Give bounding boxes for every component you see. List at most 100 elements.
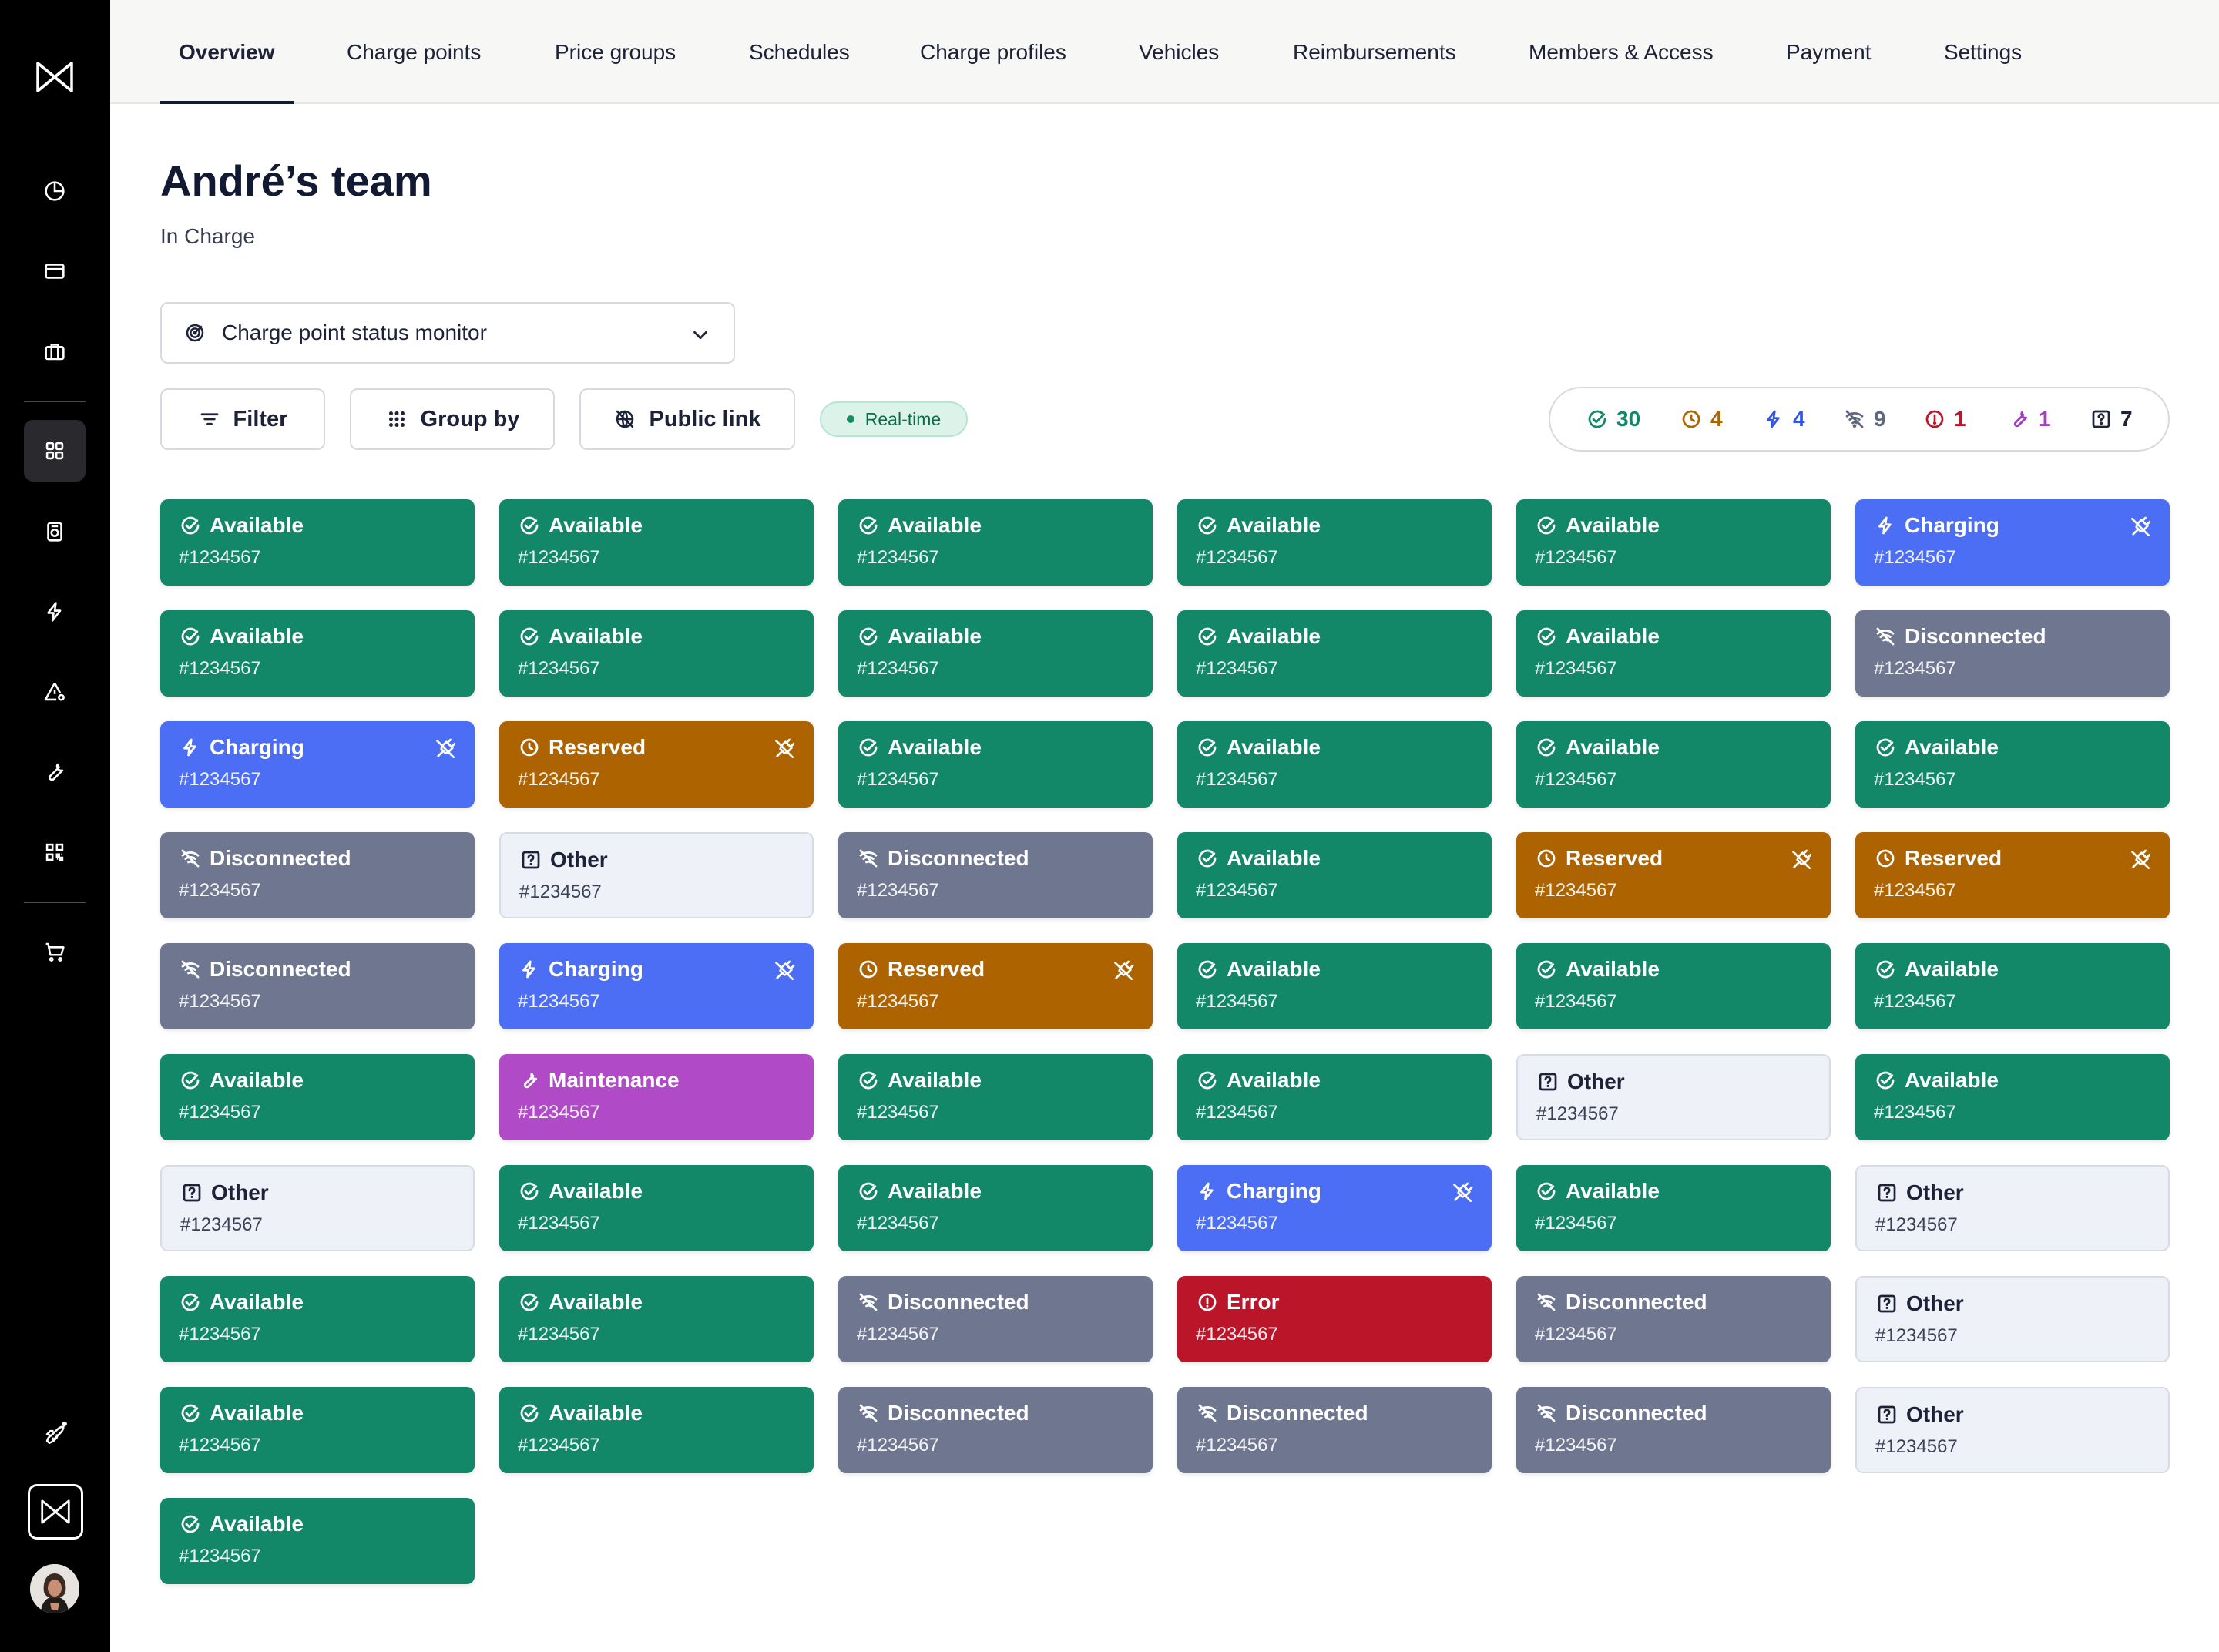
- count-other-value: 7: [2120, 407, 2133, 431]
- charge-point-card[interactable]: Reserved #1234567: [499, 721, 814, 808]
- charge-point-card[interactable]: Available #1234567: [1177, 721, 1492, 808]
- charge-point-card[interactable]: Available #1234567: [160, 1498, 475, 1584]
- brand-logo-icon[interactable]: [33, 59, 76, 96]
- group-by-button[interactable]: Group by: [350, 388, 555, 450]
- tab-price-groups[interactable]: Price groups: [555, 39, 676, 64]
- charge-point-card[interactable]: Available #1234567: [1516, 721, 1831, 808]
- charge-point-card[interactable]: Available #1234567: [838, 610, 1153, 697]
- charge-point-card[interactable]: Available #1234567: [1177, 832, 1492, 918]
- sidebar-item-business[interactable]: [24, 321, 86, 382]
- tab-overview[interactable]: Overview: [160, 0, 293, 104]
- charge-point-card[interactable]: Disconnected #1234567: [1855, 610, 2170, 697]
- count-other[interactable]: 7: [2090, 388, 2133, 450]
- charge-point-card[interactable]: Charging #1234567: [1177, 1165, 1492, 1251]
- charge-point-card[interactable]: Available #1234567: [160, 610, 475, 697]
- tab-payment[interactable]: Payment: [1786, 39, 1872, 64]
- sidebar-item-billing[interactable]: [24, 240, 86, 302]
- charge-point-card[interactable]: Disconnected #1234567: [160, 832, 475, 918]
- sidebar-item-maintenance[interactable]: [24, 741, 86, 803]
- charge-point-card[interactable]: Disconnected #1234567: [838, 1276, 1153, 1362]
- filter-button[interactable]: Filter: [160, 388, 325, 450]
- charge-point-card[interactable]: Available #1234567: [499, 1165, 814, 1251]
- tab-reimbursements[interactable]: Reimbursements: [1293, 39, 1456, 64]
- charge-point-card[interactable]: Available #1234567: [499, 1387, 814, 1473]
- charge-point-id: #1234567: [518, 1102, 600, 1123]
- charge-point-card[interactable]: Charging #1234567: [1855, 499, 2170, 586]
- charge-point-card[interactable]: Available #1234567: [160, 1276, 475, 1362]
- question-square-icon: [1878, 1405, 1896, 1424]
- charge-point-card[interactable]: Other #1234567: [160, 1165, 475, 1251]
- public-link-button[interactable]: Public link: [579, 388, 795, 450]
- charge-point-card[interactable]: Charging #1234567: [499, 943, 814, 1029]
- charge-point-card[interactable]: Other #1234567: [499, 832, 814, 918]
- charge-point-card[interactable]: Disconnected #1234567: [838, 832, 1153, 918]
- organization-switcher[interactable]: [28, 1484, 83, 1540]
- charge-point-card[interactable]: Reserved #1234567: [1516, 832, 1831, 918]
- count-reserved[interactable]: 4: [1680, 388, 1723, 450]
- charge-point-card[interactable]: Available #1234567: [499, 610, 814, 697]
- charge-point-card[interactable]: Available #1234567: [160, 499, 475, 586]
- sidebar-item-alerts[interactable]: [24, 661, 86, 723]
- count-available[interactable]: 30: [1586, 388, 1640, 450]
- charge-point-card[interactable]: Error #1234567: [1177, 1276, 1492, 1362]
- charge-point-card[interactable]: Available #1234567: [1516, 610, 1831, 697]
- count-error[interactable]: 1: [1923, 388, 1966, 450]
- charge-point-card[interactable]: Available #1234567: [1177, 499, 1492, 586]
- charge-point-card[interactable]: Maintenance #1234567: [499, 1054, 814, 1140]
- charge-point-card[interactable]: Reserved #1234567: [838, 943, 1153, 1029]
- charge-point-card[interactable]: Available #1234567: [160, 1387, 475, 1473]
- sidebar-item-qr-codes[interactable]: [24, 821, 86, 883]
- tab-charge-profiles[interactable]: Charge profiles: [920, 39, 1066, 64]
- charge-point-card[interactable]: Available #1234567: [838, 1165, 1153, 1251]
- charge-point-card[interactable]: Disconnected #1234567: [1516, 1276, 1831, 1362]
- charge-point-status-label: Available: [1905, 735, 1999, 759]
- sidebar-item-chargers[interactable]: [24, 501, 86, 562]
- charge-point-card[interactable]: Available #1234567: [160, 1054, 475, 1140]
- charge-point-status-label: Available: [210, 1512, 304, 1536]
- charge-point-card[interactable]: Available #1234567: [838, 1054, 1153, 1140]
- charge-point-card[interactable]: Disconnected #1234567: [1516, 1387, 1831, 1473]
- charge-point-card[interactable]: Charging #1234567: [160, 721, 475, 808]
- charge-point-card[interactable]: Available #1234567: [1177, 610, 1492, 697]
- charge-point-card[interactable]: Available #1234567: [1855, 1054, 2170, 1140]
- charge-point-card[interactable]: Other #1234567: [1855, 1165, 2170, 1251]
- tab-members-access[interactable]: Members & Access: [1529, 39, 1714, 64]
- charge-point-card[interactable]: Available #1234567: [1177, 943, 1492, 1029]
- tab-vehicles[interactable]: Vehicles: [1139, 39, 1220, 64]
- charge-point-card[interactable]: Available #1234567: [1516, 499, 1831, 586]
- charge-point-card[interactable]: Other #1234567: [1855, 1387, 2170, 1473]
- charge-point-card[interactable]: Available #1234567: [1516, 943, 1831, 1029]
- charge-point-card[interactable]: Available #1234567: [1855, 943, 2170, 1029]
- tab-charge-points[interactable]: Charge points: [347, 39, 482, 64]
- charge-point-card[interactable]: Other #1234567: [1855, 1276, 2170, 1362]
- charge-point-card[interactable]: Reserved #1234567: [1855, 832, 2170, 918]
- charge-point-status: Available: [179, 1068, 456, 1093]
- tab-settings[interactable]: Settings: [1944, 39, 2023, 64]
- charge-point-status-label: Available: [210, 624, 304, 648]
- sidebar-item-whats-new[interactable]: [24, 1402, 86, 1464]
- sidebar-item-charge-points[interactable]: [24, 420, 86, 482]
- charge-point-status-label: Available: [1566, 513, 1660, 537]
- sidebar-item-dashboard[interactable]: [24, 160, 86, 222]
- charge-point-card[interactable]: Disconnected #1234567: [160, 943, 475, 1029]
- count-disconnected[interactable]: 9: [1843, 388, 1886, 450]
- charge-point-card[interactable]: Available #1234567: [1516, 1165, 1831, 1251]
- charge-point-id: #1234567: [857, 769, 939, 790]
- charge-point-card[interactable]: Available #1234567: [499, 1276, 814, 1362]
- view-select[interactable]: Charge point status monitor: [160, 302, 735, 364]
- sidebar-item-sessions[interactable]: [24, 581, 86, 643]
- count-charging[interactable]: 4: [1762, 388, 1805, 450]
- charge-point-card[interactable]: Disconnected #1234567: [838, 1387, 1153, 1473]
- avatar[interactable]: [30, 1564, 79, 1613]
- charge-point-card[interactable]: Disconnected #1234567: [1177, 1387, 1492, 1473]
- tab-schedules[interactable]: Schedules: [749, 39, 850, 64]
- sidebar-item-shop[interactable]: [24, 921, 86, 982]
- charge-point-card[interactable]: Available #1234567: [1855, 721, 2170, 808]
- charge-point-card[interactable]: Available #1234567: [838, 499, 1153, 586]
- charge-point-card[interactable]: Available #1234567: [499, 499, 814, 586]
- count-maintenance[interactable]: 1: [2008, 388, 2051, 450]
- charge-point-card[interactable]: Other #1234567: [1516, 1054, 1831, 1140]
- check-circle-icon: [1876, 1071, 1895, 1090]
- charge-point-card[interactable]: Available #1234567: [1177, 1054, 1492, 1140]
- charge-point-card[interactable]: Available #1234567: [838, 721, 1153, 808]
